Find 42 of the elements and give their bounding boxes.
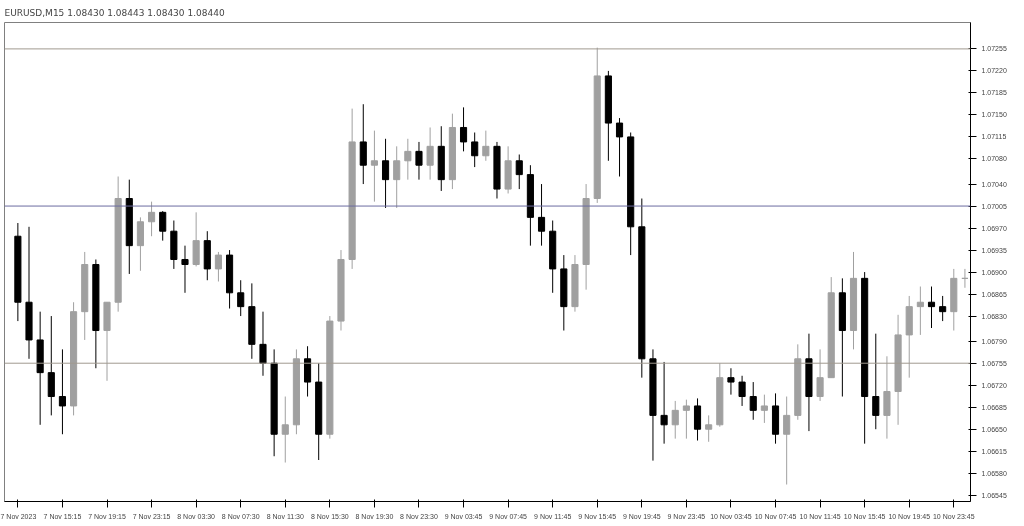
candlestick (615, 117, 624, 178)
candlestick (749, 381, 757, 421)
candlestick (58, 348, 66, 435)
candlestick (259, 311, 267, 377)
candlestick (471, 132, 479, 168)
candlestick (927, 286, 936, 329)
candlestick (370, 130, 378, 203)
candlestick (381, 138, 390, 209)
candlestick (148, 201, 156, 237)
candlestick (303, 345, 312, 398)
candlestick (916, 286, 924, 336)
candlestick (783, 396, 791, 486)
candlestick (426, 126, 434, 181)
candlestick (883, 355, 891, 440)
candlestick (459, 106, 468, 152)
candlestick (159, 210, 167, 242)
candlestick (47, 315, 55, 416)
candlestick (760, 394, 768, 424)
candlestick (693, 397, 702, 442)
candlestick (738, 375, 746, 407)
candlestick (515, 154, 523, 190)
candlestick (393, 145, 401, 209)
candlestick (705, 414, 713, 443)
candlestick (671, 400, 679, 440)
candlestick (214, 251, 222, 282)
candlestick (237, 279, 245, 317)
candlestick (682, 399, 690, 440)
candlestick (359, 103, 367, 185)
candlestick (192, 211, 200, 267)
candlestick (727, 367, 735, 396)
candlestick (660, 361, 668, 445)
candlestick (872, 333, 880, 430)
candlestick (816, 348, 824, 402)
candlestick (136, 216, 144, 272)
candlestick (181, 245, 189, 294)
candlestick (537, 183, 546, 247)
chart-title: EURUSD,M15 1.08430 1.08443 1.08430 1.08440 (4, 7, 225, 18)
candlestick (482, 130, 490, 162)
candlestick (281, 396, 289, 464)
candlestick (404, 138, 412, 181)
candlestick (415, 141, 423, 181)
candlestick (939, 295, 947, 322)
